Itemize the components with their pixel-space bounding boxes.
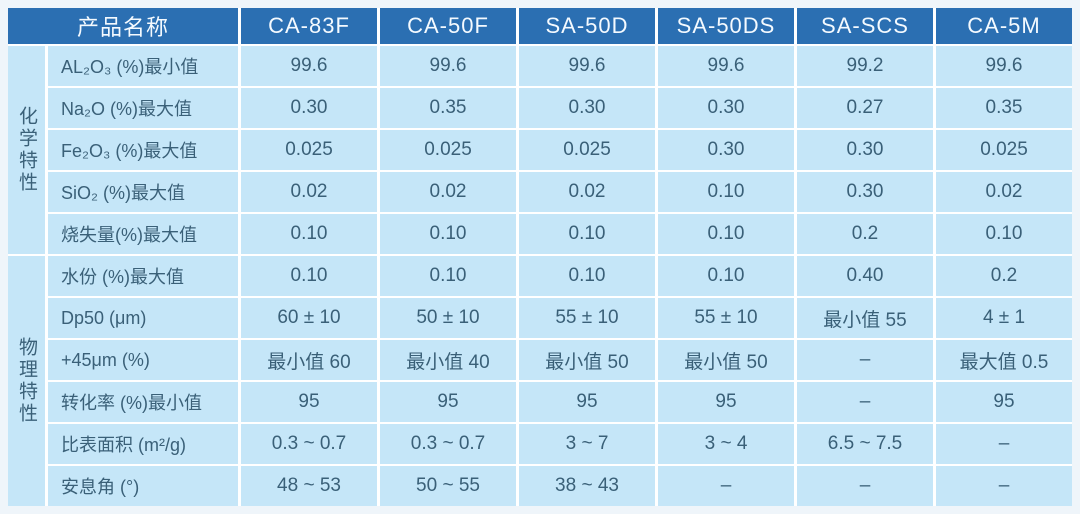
group-label-chemical-text: 化学特性	[16, 106, 37, 194]
row-label-moisture: 水份 (%)最大值	[48, 256, 238, 296]
value-cell: 48 ~ 53	[241, 466, 377, 506]
value-cell: 0.10	[241, 214, 377, 254]
value-cell: 4 ± 1	[936, 298, 1072, 338]
value-cell: 0.02	[241, 172, 377, 212]
value-cell: –	[936, 466, 1072, 506]
value-cell: 0.10	[380, 214, 516, 254]
value-cell: 最小值 50	[658, 340, 794, 380]
column-header-sa-50d: SA-50D	[519, 8, 655, 44]
value-cell: –	[658, 466, 794, 506]
value-cell: 0.30	[797, 130, 933, 170]
value-cell: 0.02	[519, 172, 655, 212]
value-cell: 0.10	[519, 214, 655, 254]
value-cell: 0.025	[241, 130, 377, 170]
row-label-sio2: SiO₂ (%)最大值	[48, 172, 238, 212]
row-label-dp50: Dp50 (μm)	[48, 298, 238, 338]
value-cell: 0.30	[658, 130, 794, 170]
column-header-sa-scs: SA-SCS	[797, 8, 933, 44]
value-cell: 0.2	[797, 214, 933, 254]
row-label-na2o: Na₂O (%)最大值	[48, 88, 238, 128]
value-cell: 99.6	[241, 46, 377, 86]
value-cell: 0.10	[658, 256, 794, 296]
row-label-al2o3: AL₂O₃ (%)最小值	[48, 46, 238, 86]
value-cell: 0.30	[241, 88, 377, 128]
row-label-repose-angle: 安息角 (°)	[48, 466, 238, 506]
value-cell: 0.2	[936, 256, 1072, 296]
value-cell: 0.10	[658, 214, 794, 254]
value-cell: 最小值 55	[797, 298, 933, 338]
value-cell: 0.02	[380, 172, 516, 212]
value-cell: 最小值 40	[380, 340, 516, 380]
value-cell: 0.10	[519, 256, 655, 296]
value-cell: 38 ~ 43	[519, 466, 655, 506]
value-cell: 最小值 50	[519, 340, 655, 380]
value-cell: 95	[936, 382, 1072, 422]
value-cell: 0.3 ~ 0.7	[241, 424, 377, 464]
value-cell: 0.35	[936, 88, 1072, 128]
value-cell: 95	[658, 382, 794, 422]
row-label-surface-area: 比表面积 (m²/g)	[48, 424, 238, 464]
value-cell: 0.30	[658, 88, 794, 128]
column-header-sa-50ds: SA-50DS	[658, 8, 794, 44]
value-cell: 55 ± 10	[519, 298, 655, 338]
value-cell: 99.6	[519, 46, 655, 86]
value-cell: 0.10	[658, 172, 794, 212]
value-cell: –	[797, 340, 933, 380]
value-cell: 99.6	[380, 46, 516, 86]
product-name-header: 产品名称	[8, 8, 238, 44]
value-cell: 99.6	[658, 46, 794, 86]
group-label-chemical: 化学特性	[8, 46, 45, 254]
value-cell: 99.6	[936, 46, 1072, 86]
row-label-conversion: 转化率 (%)最小值	[48, 382, 238, 422]
value-cell: 0.10	[241, 256, 377, 296]
value-cell: 6.5 ~ 7.5	[797, 424, 933, 464]
value-cell: 99.2	[797, 46, 933, 86]
value-cell: 0.025	[936, 130, 1072, 170]
value-cell: 最大值 0.5	[936, 340, 1072, 380]
value-cell: –	[797, 382, 933, 422]
value-cell: 50 ~ 55	[380, 466, 516, 506]
value-cell: 3 ~ 7	[519, 424, 655, 464]
group-label-physical-text: 物理特性	[16, 337, 37, 425]
value-cell: 0.40	[797, 256, 933, 296]
value-cell: 60 ± 10	[241, 298, 377, 338]
value-cell: 0.30	[519, 88, 655, 128]
row-label-plus45um: +45μm (%)	[48, 340, 238, 380]
value-cell: 95	[241, 382, 377, 422]
value-cell: 0.3 ~ 0.7	[380, 424, 516, 464]
value-cell: 0.02	[936, 172, 1072, 212]
value-cell: –	[797, 466, 933, 506]
product-spec-table: 产品名称 CA-83F CA-50F SA-50D SA-50DS SA-SCS…	[8, 8, 1072, 506]
value-cell: 最小值 60	[241, 340, 377, 380]
row-label-fe2o3: Fe₂O₃ (%)最大值	[48, 130, 238, 170]
value-cell: 0.10	[936, 214, 1072, 254]
value-cell: 50 ± 10	[380, 298, 516, 338]
value-cell: 0.025	[380, 130, 516, 170]
value-cell: 0.025	[519, 130, 655, 170]
value-cell: 0.27	[797, 88, 933, 128]
row-label-loi: 烧失量(%)最大值	[48, 214, 238, 254]
value-cell: 95	[519, 382, 655, 422]
value-cell: 95	[380, 382, 516, 422]
value-cell: 55 ± 10	[658, 298, 794, 338]
value-cell: 0.10	[380, 256, 516, 296]
value-cell: 0.30	[797, 172, 933, 212]
column-header-ca-83f: CA-83F	[241, 8, 377, 44]
group-label-physical: 物理特性	[8, 256, 45, 506]
value-cell: 0.35	[380, 88, 516, 128]
value-cell: 3 ~ 4	[658, 424, 794, 464]
column-header-ca-50f: CA-50F	[380, 8, 516, 44]
column-header-ca-5m: CA-5M	[936, 8, 1072, 44]
value-cell: –	[936, 424, 1072, 464]
